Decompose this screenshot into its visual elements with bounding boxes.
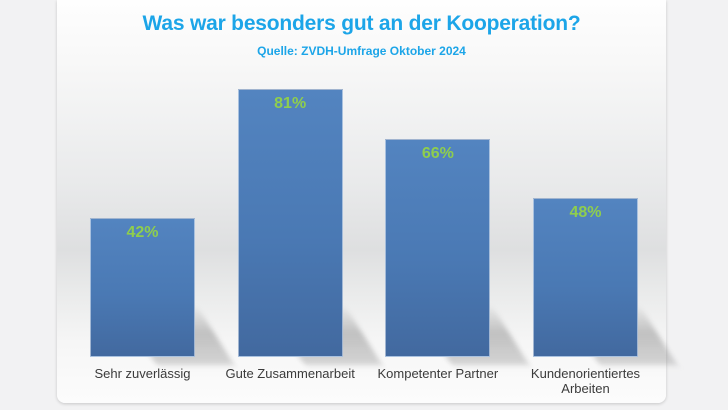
category-label: Kundenorientiertes Arbeiten [530, 366, 641, 396]
category-label: Sehr zuverlässig [94, 366, 191, 381]
plot-area: 42% Sehr zuverlässig 81% Gute Zusammenarbei… [57, 0, 678, 403]
value-label: 42% [126, 223, 159, 241]
value-label: 66% [421, 144, 454, 162]
bar-column-0: 42% [90, 217, 195, 357]
bar-column-1: 81% [237, 88, 343, 357]
bar-column-2: 66% [385, 138, 491, 357]
bar-column-3: 48% [533, 198, 638, 357]
category-label: Kompetenter Partner [377, 366, 499, 381]
chart-source-subtitle: Quelle: ZVDH-Umfrage Oktober 2024 [257, 44, 466, 58]
presentation-slide: Was war besonders gut an der Kooperation… [57, 0, 678, 403]
chart-title: Was war besonders gut an der Kooperation… [142, 12, 581, 35]
value-label: 81% [274, 94, 307, 112]
category-label: Gute Zusammenarbeit [225, 366, 355, 381]
value-label: 48% [569, 204, 602, 222]
